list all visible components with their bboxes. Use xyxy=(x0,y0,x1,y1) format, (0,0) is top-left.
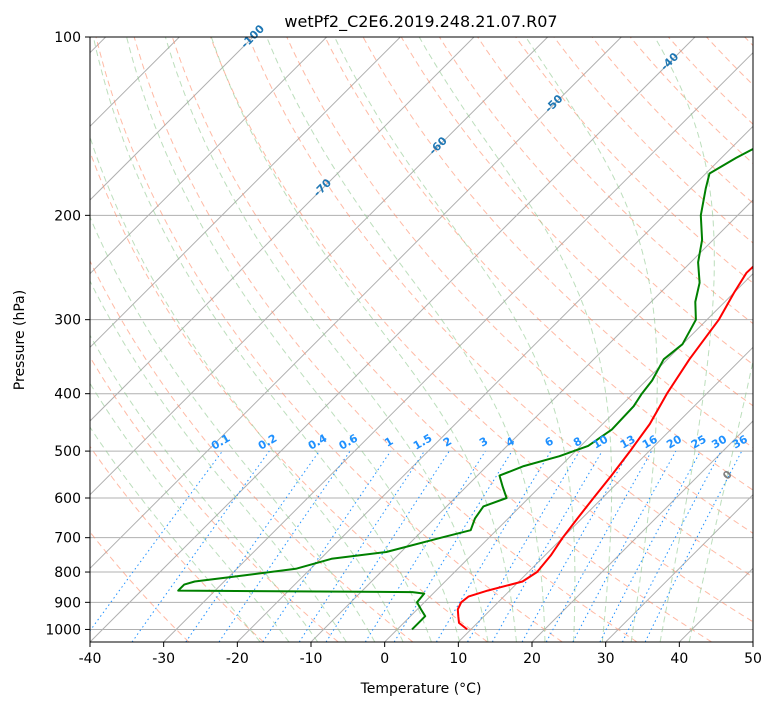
mixing-ratio-line xyxy=(364,450,486,642)
y-tick-label: 200 xyxy=(54,208,81,224)
x-tick-label: 10 xyxy=(449,651,467,667)
dry-adiabat xyxy=(90,445,264,642)
x-tick-label: -30 xyxy=(152,651,175,667)
isotherm-gridline xyxy=(90,37,475,422)
moist-adiabat xyxy=(210,37,517,642)
y-tick-label: 600 xyxy=(54,491,81,507)
mixing-ratio-line xyxy=(298,450,425,642)
isotherm-gridline xyxy=(163,51,753,642)
isotherm-gridline xyxy=(90,37,328,275)
mixing-ratio-line xyxy=(185,450,320,642)
moist-adiabat xyxy=(418,37,613,642)
y-tick-label: 800 xyxy=(54,565,81,581)
mixing-ratio-line xyxy=(325,450,450,642)
moist-adiabat xyxy=(654,37,715,642)
y-tick-label: 500 xyxy=(54,444,81,460)
dry-adiabat xyxy=(90,259,414,642)
moist-adiabat xyxy=(90,382,290,642)
mixing-ratio-line xyxy=(218,450,351,642)
dry-adiabat xyxy=(210,37,753,623)
mixing-ratio-line xyxy=(393,450,513,642)
isotherm-gridline xyxy=(90,37,549,496)
temperature-profile xyxy=(456,265,753,631)
axis-ticks: -40 -30 -20 -10 0 10 20 30 40 50 1000 900 800 700 600 5… xyxy=(45,30,762,667)
mixing-ratio-line xyxy=(262,450,392,642)
isotherm-gridline xyxy=(90,37,622,570)
moist-adiabat xyxy=(266,37,546,642)
isotherm-gridline xyxy=(90,37,401,349)
dry-adiabat xyxy=(95,37,563,642)
moist-adiabat xyxy=(90,334,319,642)
mixing-ratio-line xyxy=(435,450,552,642)
x-tick-label: 50 xyxy=(744,651,762,667)
moist-adiabat xyxy=(90,215,376,642)
plot-frame xyxy=(89,36,754,643)
moist-adiabat xyxy=(90,135,404,642)
x-axis-label: Temperature (°C) xyxy=(360,681,482,697)
moist-adiabat xyxy=(92,37,432,642)
isotherm-gridline xyxy=(90,37,696,642)
y-tick-label: 1000 xyxy=(45,622,81,638)
mixing-ratio-line xyxy=(467,450,580,642)
x-tick-label: 0 xyxy=(380,651,389,667)
moist-adiabat xyxy=(90,426,261,642)
dry-adiabat xyxy=(286,37,753,534)
moist-adiabat xyxy=(164,37,489,642)
isotherm-gridline xyxy=(384,272,753,642)
y-tick-label: 400 xyxy=(54,387,81,403)
grid-layer xyxy=(90,37,753,642)
isotherm-gridline xyxy=(236,125,753,642)
isotherm-gridline xyxy=(605,493,753,642)
dry-adiabat xyxy=(171,37,712,642)
x-tick-label: 40 xyxy=(670,651,688,667)
x-tick-label: 20 xyxy=(523,651,541,667)
y-tick-label: 900 xyxy=(54,595,81,611)
x-tick-label: -40 xyxy=(79,651,102,667)
x-tick-label: -20 xyxy=(226,651,249,667)
y-tick-label: 700 xyxy=(54,531,81,547)
moist-adiabat xyxy=(334,37,576,642)
dry-adiabat xyxy=(248,37,753,578)
moist-adiabat xyxy=(525,37,658,642)
profile-layer xyxy=(177,147,753,631)
y-tick-label: 100 xyxy=(54,30,81,46)
moist-adiabat xyxy=(126,37,461,642)
mixing-ratio-line xyxy=(572,450,677,642)
isotherm-gridline xyxy=(90,37,254,201)
moist-adiabat xyxy=(688,358,753,642)
dry-adiabat xyxy=(324,37,753,491)
isotherm-gridline xyxy=(531,420,753,642)
dewpoint-profile xyxy=(177,147,753,631)
x-tick-label: 30 xyxy=(597,651,615,667)
mixing-ratio-line xyxy=(599,450,701,642)
dry-adiabat xyxy=(515,37,753,284)
x-tick-label: -10 xyxy=(300,651,323,667)
y-tick-label: 300 xyxy=(54,313,81,329)
chart-title: wetPf2_C2E6.2019.248.21.07.R07 xyxy=(284,12,557,32)
y-axis-label: Pressure (hPa) xyxy=(12,290,28,390)
